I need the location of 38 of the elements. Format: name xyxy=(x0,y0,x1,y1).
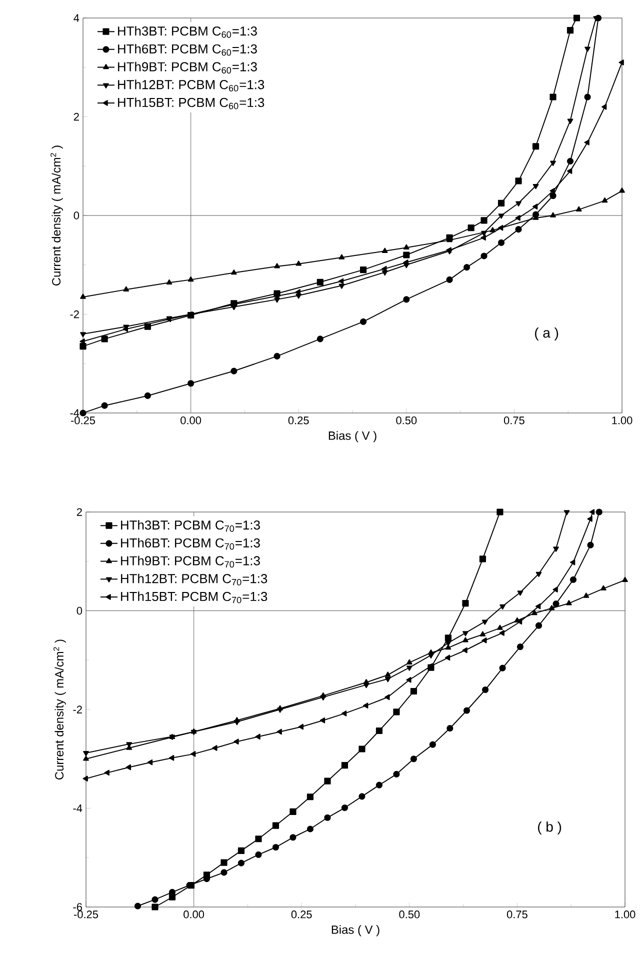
legend-label: HTh12BT: PCBM C$_{70}$=1:3 xyxy=(121,574,268,586)
x-tick-label: 0.75 xyxy=(506,910,528,918)
legend-label: HTh6BT: PCBM C$_{60}$=1:3 xyxy=(118,44,257,56)
legend-label: HTh9BT: PCBM C$_{70}$=1:3 xyxy=(121,556,260,568)
y-tick-label: 0 xyxy=(76,606,82,615)
x-tick-label: 0.00 xyxy=(180,416,202,424)
x-tick-label: 0.25 xyxy=(288,416,309,424)
x-axis-title: Bias ( V ) xyxy=(332,925,380,936)
x-tick-label: -0.25 xyxy=(74,910,98,918)
legend-label: HTh6BT: PCBM C$_{70}$=1:3 xyxy=(121,538,260,550)
legend-label: HTh3BT: PCBM C$_{70}$=1:3 xyxy=(121,520,260,532)
x-axis-title: Bias ( V ) xyxy=(328,431,376,442)
legend-label: HTh15BT: PCBM C$_{70}$=1:3 xyxy=(121,592,268,604)
x-tick-label: 0.50 xyxy=(399,910,420,918)
legend-label: HTh3BT: PCBM C$_{60}$=1:3 xyxy=(118,26,257,38)
x-tick-label: 0.25 xyxy=(291,910,312,918)
y-tick-label: 2 xyxy=(76,508,82,516)
x-tick-label: 0.75 xyxy=(504,416,524,424)
y-tick-label: -4 xyxy=(70,409,80,417)
y-axis-title: Current density ( mA/cm$^{2}$ ) xyxy=(54,640,66,780)
x-tick-label: 1.00 xyxy=(612,416,632,424)
y-tick-label: -2 xyxy=(70,310,79,318)
x-tick-label: 0.00 xyxy=(184,910,204,918)
annotation: ( b ) xyxy=(538,822,562,835)
y-tick-label: 0 xyxy=(74,212,80,220)
legend-label: HTh15BT: PCBM C$_{60}$=1:3 xyxy=(118,98,264,110)
x-tick-label: 0.50 xyxy=(396,416,417,424)
legend-label: HTh9BT: PCBM C$_{60}$=1:3 xyxy=(118,62,257,74)
y-tick-label: 2 xyxy=(74,112,79,121)
x-tick-label: 1.00 xyxy=(615,910,636,918)
legend-label: HTh12BT: PCBM C$_{60}$=1:3 xyxy=(118,80,264,92)
y-tick-label: 4 xyxy=(74,14,80,22)
y-tick-label: -6 xyxy=(73,903,82,911)
y-tick-label: -2 xyxy=(73,706,82,714)
y-tick-label: -4 xyxy=(73,804,82,812)
annotation: ( a ) xyxy=(535,327,558,340)
x-tick-label: -0.25 xyxy=(70,416,96,424)
y-axis-title: Current density ( mA/cm$^{2}$ ) xyxy=(50,146,63,286)
